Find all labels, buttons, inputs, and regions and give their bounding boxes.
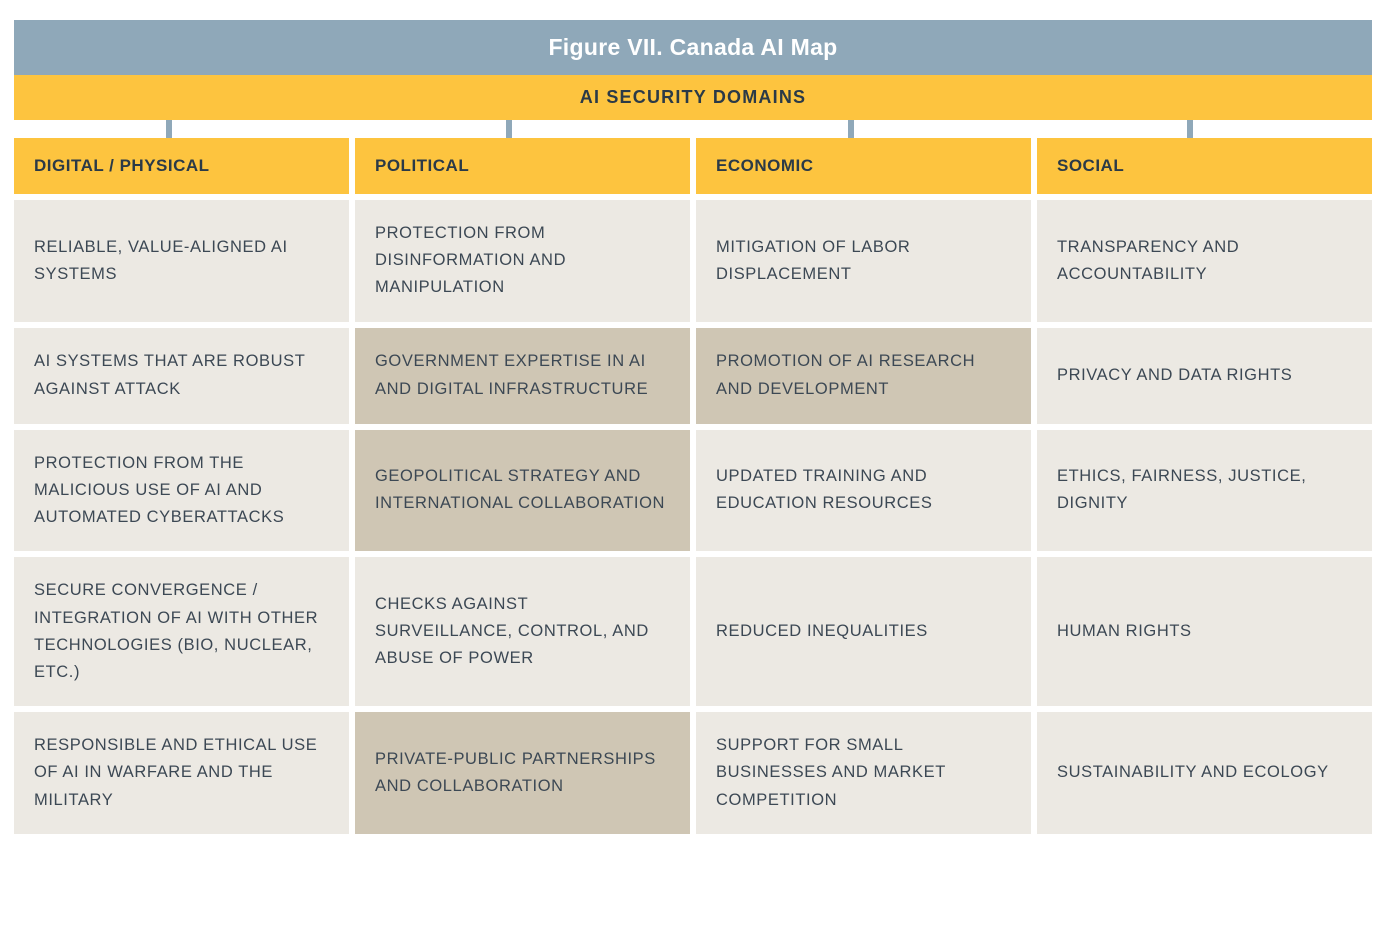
table-cell: PROMOTION OF AI RESEARCH AND DEVELOPMENT (696, 328, 1031, 424)
connector-tick (848, 120, 854, 138)
table-cell: SECURE CONVERGENCE / INTEGRATION OF AI W… (14, 557, 349, 706)
connector-tick (506, 120, 512, 138)
column-header: ECONOMIC (696, 138, 1031, 194)
table-cell: RELIABLE, VALUE-ALIGNED AI SYSTEMS (14, 200, 349, 322)
table-cell: GEOPOLITICAL STRATEGY AND INTERNATIONAL … (355, 430, 690, 552)
figure-subtitle: AI SECURITY DOMAINS (14, 75, 1372, 120)
table-cell: MITIGATION OF LABOR DISPLACEMENT (696, 200, 1031, 322)
table-cell: GOVERNMENT EXPERTISE IN AI AND DIGITAL I… (355, 328, 690, 424)
table-cell: TRANSPARENCY AND ACCOUNTABILITY (1037, 200, 1372, 322)
table-cell: SUPPORT FOR SMALL BUSINESSES AND MARKET … (696, 712, 1031, 834)
table-cell: UPDATED TRAINING AND EDUCATION RESOURCES (696, 430, 1031, 552)
table-cell: PRIVACY AND DATA RIGHTS (1037, 328, 1372, 424)
table-cell: PROTECTION FROM DISINFORMATION AND MANIP… (355, 200, 690, 322)
column-header: POLITICAL (355, 138, 690, 194)
connector-tick (166, 120, 172, 138)
table-cell: PROTECTION FROM THE MALICIOUS USE OF AI … (14, 430, 349, 552)
table-cell: HUMAN RIGHTS (1037, 557, 1372, 706)
table-cell: CHECKS AGAINST SURVEILLANCE, CONTROL, AN… (355, 557, 690, 706)
table-cell: ETHICS, FAIRNESS, JUSTICE, DIGNITY (1037, 430, 1372, 552)
table-cell: RESPONSIBLE AND ETHICAL USE OF AI IN WAR… (14, 712, 349, 834)
column-header: SOCIAL (1037, 138, 1372, 194)
column-header: DIGITAL / PHYSICAL (14, 138, 349, 194)
connector-tick (1187, 120, 1193, 138)
connector-row (14, 120, 1372, 138)
table-cell: SUSTAINABILITY AND ECOLOGY (1037, 712, 1372, 834)
figure-title: Figure VII. Canada AI Map (14, 20, 1372, 75)
table-cell: PRIVATE-PUBLIC PARTNERSHIPS AND COLLABOR… (355, 712, 690, 834)
domains-table: DIGITAL / PHYSICALPOLITICALECONOMICSOCIA… (14, 138, 1372, 834)
table-cell: AI SYSTEMS THAT ARE ROBUST AGAINST ATTAC… (14, 328, 349, 424)
table-cell: REDUCED INEQUALITIES (696, 557, 1031, 706)
